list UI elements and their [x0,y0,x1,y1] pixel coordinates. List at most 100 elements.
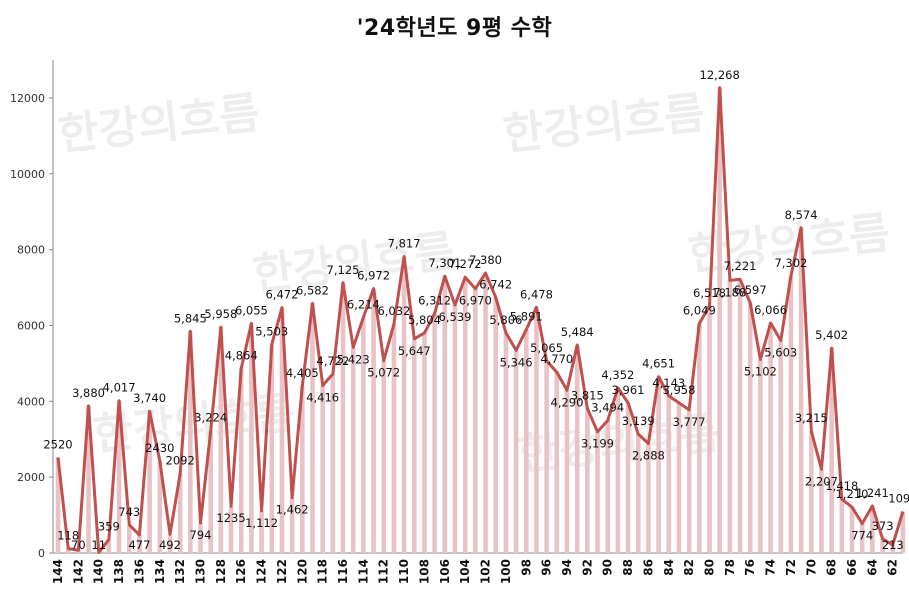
data-label-77: 7,221 [724,259,757,273]
data-label-80: 6,518 [693,286,726,300]
x-tick-label-110: 110 [397,559,411,584]
bar-136 [137,534,142,553]
x-tick-label-84: 84 [662,559,676,576]
data-label-138: 4,017 [103,381,136,395]
data-label-97: 6,478 [520,287,553,301]
data-label-81: 6,049 [683,304,716,318]
bar-82 [686,409,692,553]
data-label-67: 1,418 [825,479,858,493]
bar-119 [310,303,315,553]
data-label-74: 6,066 [754,303,787,317]
bar-94 [564,390,570,553]
data-label-86: 2,888 [632,448,665,462]
bar-70 [809,431,814,553]
bar-90 [605,420,610,553]
data-label-112: 5,072 [367,366,400,380]
data-label-96: 5,065 [530,341,563,355]
bar-141 [86,405,91,553]
data-label-139: 359 [98,519,120,533]
data-label-94: 4,290 [551,395,584,409]
bar-122 [279,307,285,553]
data-label-87: 3,139 [622,414,655,428]
bar-87 [635,433,641,553]
data-label-89: 4,352 [601,368,634,382]
bar-131 [188,331,193,553]
bar-135 [147,411,152,553]
data-label-136: 477 [128,538,150,552]
data-label-98: 5,891 [510,310,543,324]
bar-72 [788,276,794,553]
data-label-63: 373 [872,519,894,533]
data-label-122: 6,472 [265,288,298,302]
data-label-65: 774 [851,529,873,543]
bar-62 [890,544,896,553]
x-tick-label-138: 138 [112,559,126,584]
data-label-84: 4,143 [652,376,685,390]
bar-73 [778,340,784,553]
data-label-116: 7,125 [327,263,360,277]
data-label-88: 3,961 [612,383,645,397]
x-tick-label-120: 120 [295,559,309,584]
bar-129 [208,430,213,553]
data-label-82: 3,777 [673,415,706,429]
y-tick-label-12000: 12000 [10,92,45,105]
data-label-103: 6,970 [459,294,492,308]
x-tick-label-96: 96 [540,559,554,576]
data-label-90: 3,494 [591,400,624,414]
bar-99 [513,350,519,553]
data-label-95: 4,770 [540,352,573,366]
data-label-141: 3,880 [72,386,105,400]
bar-63 [880,538,885,553]
x-tick-label-70: 70 [804,559,818,576]
bar-127 [228,506,234,553]
bar-67 [839,499,845,553]
data-label-140: 11 [91,538,106,552]
data-label-124: 1,112 [245,516,278,530]
data-label-137: 743 [118,505,140,519]
x-tick-label-132: 132 [173,559,187,584]
y-tick-label-0: 0 [38,547,45,560]
data-label-68: 5,402 [815,328,848,342]
bar-107 [432,313,437,553]
bar-116 [340,282,346,553]
bar-105 [452,305,458,553]
bar-124 [259,510,264,553]
x-tick-label-80: 80 [702,559,716,576]
data-label-123: 5,503 [255,324,288,338]
bar-88 [625,402,631,553]
bar-114 [361,317,366,553]
x-tick-label-114: 114 [356,559,370,584]
x-tick-label-98: 98 [519,559,533,576]
y-tick-label-2000: 2000 [17,471,45,484]
data-label-92: 3,815 [571,388,604,402]
bar-74 [768,322,773,553]
bar-68 [829,348,834,553]
bar-134 [157,460,163,553]
data-label-70: 3,215 [795,411,828,425]
data-label-134: 2430 [145,441,174,455]
data-label-61: 1094 [888,492,909,506]
data-label-125: 6,055 [235,303,268,317]
data-label-130: 794 [190,528,212,542]
x-tick-label-142: 142 [71,559,85,584]
data-label-117: 4,722 [316,354,349,368]
bar-118 [320,385,325,553]
data-label-99: 5,346 [500,355,533,369]
bar-86 [646,443,651,553]
bar-104 [462,277,468,553]
x-tick-label-94: 94 [560,559,574,576]
bar-77 [737,279,743,553]
data-label-132: 2092 [166,454,195,468]
bar-81 [697,323,702,553]
data-label-66: 1,210 [836,487,869,501]
bar-80 [707,305,712,553]
x-tick-label-108: 108 [417,559,431,584]
data-label-85: 4,651 [642,357,675,371]
bar-96 [544,360,549,553]
bar-84 [666,395,672,553]
data-label-93: 5,484 [561,325,594,339]
data-label-105: 6,539 [439,310,472,324]
data-label-78: 7,188 [713,285,746,299]
data-label-72: 7,302 [774,256,807,270]
data-label-69: 2,207 [805,474,838,488]
